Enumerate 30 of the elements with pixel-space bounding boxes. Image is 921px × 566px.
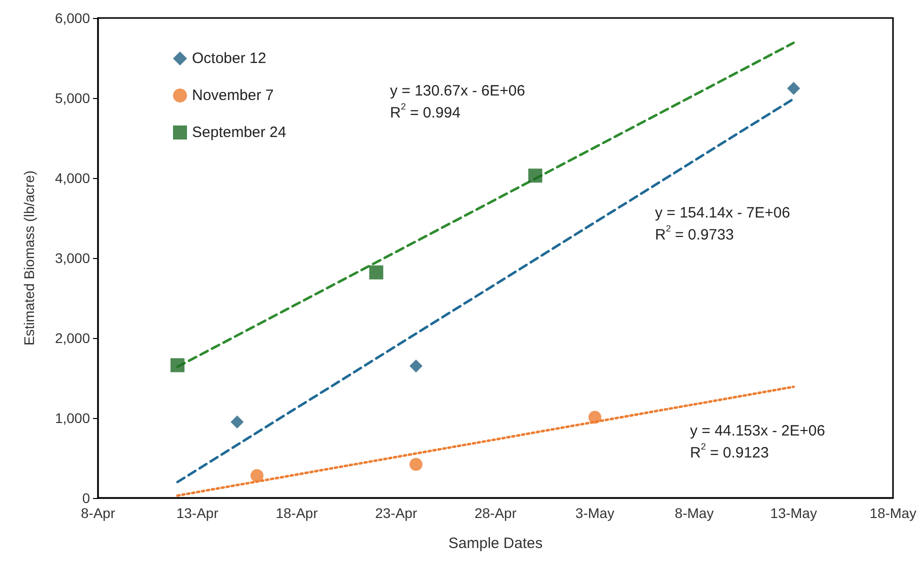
point (410, 360, 422, 372)
point (250, 469, 264, 482)
point (588, 410, 602, 424)
x-axis-title: Sample Dates (448, 535, 543, 552)
point (369, 265, 384, 280)
legend-label: October 12 (192, 50, 266, 67)
y-tick-label: 2,000 (54, 330, 90, 346)
legend-label: September 24 (192, 124, 286, 141)
x-tick-label: 3-May (575, 505, 614, 521)
y-tick-label: 0 (82, 490, 90, 506)
legend-label: November 7 (192, 87, 274, 104)
x-tick-label: 23-Apr (375, 505, 418, 521)
y-tick-label: 6,000 (54, 10, 90, 26)
x-tick-label: 8-Apr (80, 505, 116, 521)
x-tick-label: 13-May (770, 505, 817, 521)
point (230, 416, 244, 428)
x-tick-label: 28-Apr (474, 505, 517, 521)
x-tick-label: 13-Apr (176, 505, 219, 521)
y-tick-label: 4,000 (54, 170, 90, 186)
x-tick-label: 18-Apr (276, 505, 318, 521)
y-axis-title: Estimated Biomass (lb/acre) (21, 170, 37, 346)
y-tick-label: 3,000 (54, 250, 90, 266)
point (410, 458, 422, 471)
x-tick-label: 18-May (870, 505, 916, 521)
point (787, 82, 800, 95)
x-tick-label: 8-May (674, 505, 714, 521)
y-tick-label: 5,000 (54, 90, 90, 106)
point (170, 358, 184, 372)
y-tick-label: 1,000 (54, 410, 90, 426)
point (528, 168, 542, 183)
